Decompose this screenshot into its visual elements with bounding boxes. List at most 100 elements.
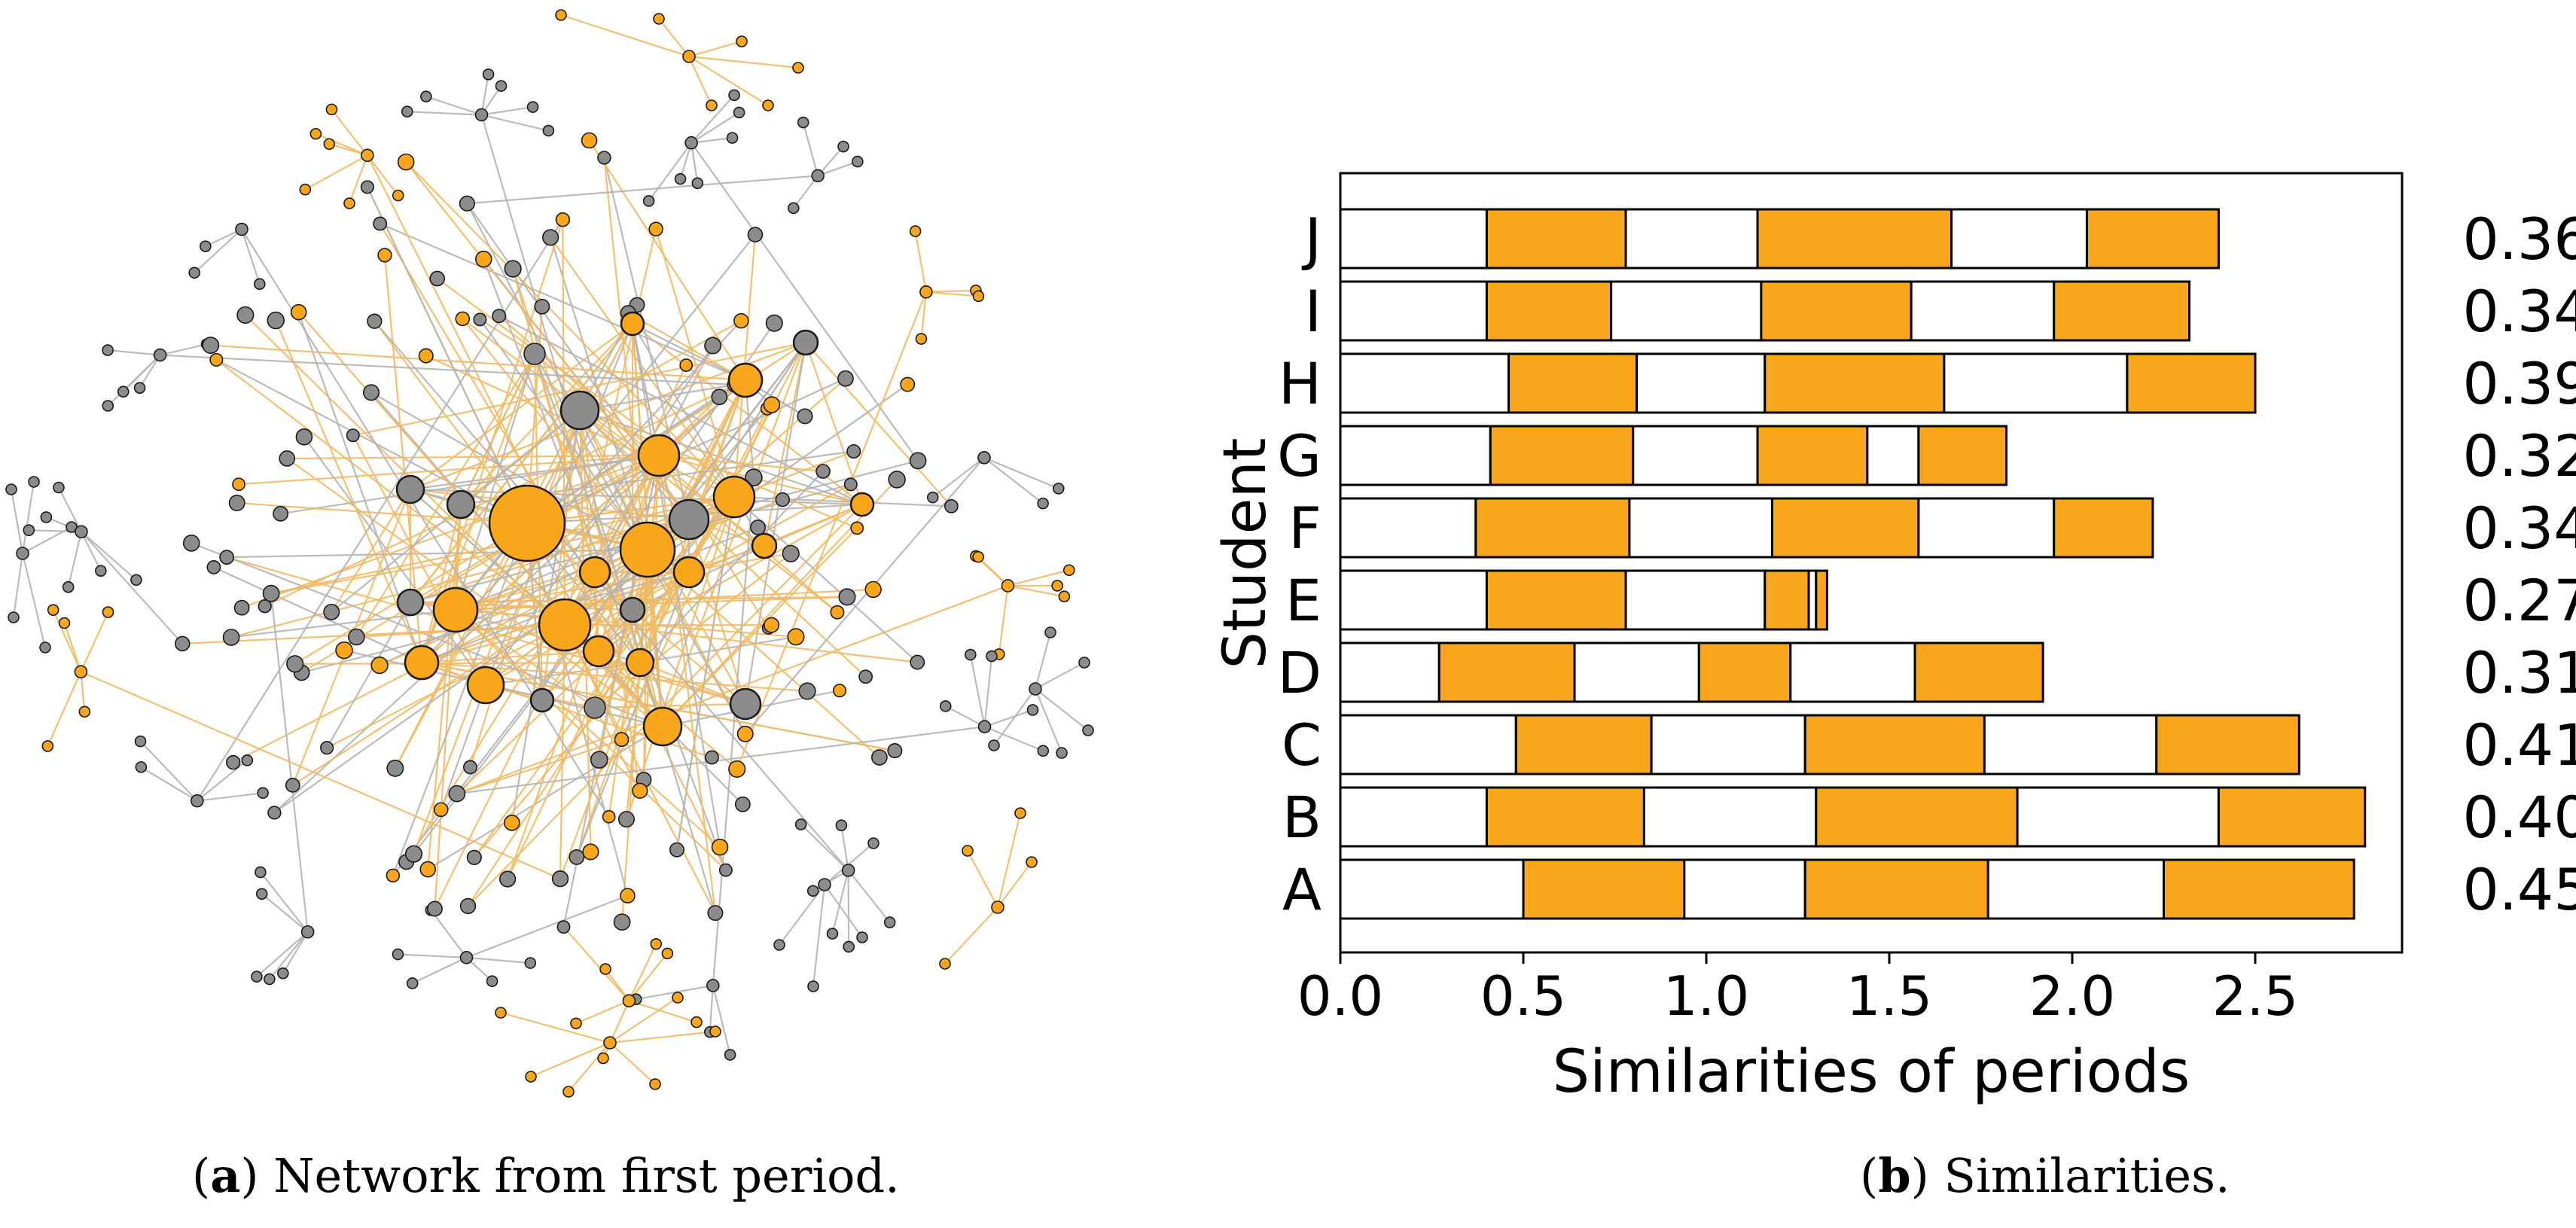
bar-segment-C-2: [1514, 714, 1653, 775]
network-edge: [304, 154, 368, 190]
network-node-gray: [277, 967, 289, 980]
network-edge: [817, 160, 858, 177]
network-edge: [996, 812, 1022, 908]
network-node-gray: [838, 588, 856, 606]
network-node-gray: [206, 560, 221, 574]
network-edge: [269, 931, 309, 980]
network-edge: [568, 1042, 611, 1092]
network-node-gray: [1056, 747, 1068, 759]
network-edge: [57, 486, 82, 532]
network-node-gray: [188, 267, 200, 279]
value-label-B: 0.40: [2462, 784, 2576, 851]
network-node-orange: [736, 725, 754, 742]
network-node-orange: [370, 656, 389, 675]
bar-segment-E-1: [1339, 569, 1488, 631]
network-node-gray: [320, 741, 334, 755]
network-node-gray: [482, 68, 495, 81]
network-node-gray: [613, 913, 631, 931]
value-label-A: 0.45: [2462, 856, 2576, 923]
y-axis-label: Student: [1212, 437, 1279, 669]
network-node-gray: [117, 385, 130, 398]
network-edge: [394, 410, 581, 769]
network-node-gray: [617, 811, 636, 828]
network-node-gray: [102, 344, 114, 356]
bar-segment-D-1: [1339, 641, 1440, 703]
network-node-orange: [625, 648, 655, 678]
x-tick-label-3: 1.5: [1846, 964, 1933, 1028]
bar-segment-F-1: [1339, 497, 1477, 559]
network-edge: [530, 1041, 611, 1078]
network-node-gray: [542, 124, 555, 137]
network-node-gray: [556, 920, 571, 934]
bar-segment-G-2: [1489, 425, 1635, 486]
network-node-gray: [420, 90, 432, 103]
network-node-orange: [555, 9, 567, 21]
network-node-gray: [977, 720, 992, 734]
network-edge: [256, 931, 309, 977]
network-node-gray: [267, 806, 282, 820]
network-node-orange: [504, 815, 520, 831]
network-node-orange: [562, 1086, 575, 1098]
network-node-gray: [837, 140, 849, 153]
network-node-gray: [858, 669, 873, 684]
network-edge: [47, 671, 82, 747]
network-node-gray: [939, 700, 952, 712]
network-edge: [792, 175, 819, 209]
network-node-gray: [191, 794, 204, 808]
network-node-gray: [235, 222, 248, 236]
network-node-orange: [648, 221, 663, 236]
network-node-orange: [1026, 856, 1038, 868]
network-edge: [456, 726, 985, 795]
network-node-gray: [264, 973, 276, 986]
bar-segment-B-4: [1815, 786, 2019, 848]
network-node-orange: [232, 477, 245, 492]
network-edge: [609, 997, 678, 1044]
network-edge: [420, 219, 564, 663]
network-node-gray: [707, 905, 724, 922]
network-node-gray: [346, 428, 360, 443]
network-edge: [80, 531, 102, 571]
network-edge: [485, 483, 852, 686]
x-tick-label-4: 2.0: [2029, 964, 2116, 1028]
network-node-orange: [763, 617, 780, 633]
bar-segment-D-4: [1697, 641, 1792, 703]
bar-segment-J-4: [1756, 208, 1953, 270]
axes-frame: [1339, 172, 2404, 954]
bar-segment-F-5: [1917, 497, 2056, 559]
network-node-gray: [463, 760, 477, 775]
network-edge: [564, 624, 716, 914]
network-node-orange: [620, 311, 645, 337]
network-edge: [294, 661, 641, 665]
network-node-gray: [225, 754, 241, 770]
network-node-orange: [602, 809, 616, 824]
value-label-G: 0.32: [2462, 422, 2576, 489]
network-edge: [688, 56, 769, 106]
x-tick-label-0: 0.0: [1297, 964, 1384, 1028]
bar-segment-A-2: [1522, 858, 1686, 920]
network-node-gray: [273, 505, 289, 522]
network-edge: [993, 688, 1036, 746]
network-edge: [925, 291, 979, 297]
network-node-gray: [584, 696, 606, 719]
network-node-gray: [733, 106, 745, 119]
network-node-gray: [988, 739, 1000, 751]
y-tick-label-I: I: [1305, 278, 1322, 345]
y-tick-label-H: H: [1279, 350, 1322, 417]
network-edge: [205, 228, 242, 248]
network-node-gray: [236, 306, 255, 324]
network-node-orange: [578, 556, 611, 589]
network-edge: [636, 984, 714, 1001]
network-node-orange: [762, 99, 774, 111]
network-edge: [474, 662, 641, 858]
network-node-orange: [323, 138, 336, 151]
network-edge: [594, 553, 791, 708]
network-node-gray: [323, 603, 340, 620]
caption-b-close: ): [1910, 1148, 1929, 1203]
network-node-orange: [619, 521, 676, 578]
network-node-gray: [711, 389, 728, 406]
y-tick-label-J: J: [1302, 206, 1322, 273]
network-node-orange: [909, 225, 922, 237]
network-edge: [967, 850, 998, 908]
network-edge: [840, 825, 849, 871]
network-node-gray: [986, 650, 998, 663]
